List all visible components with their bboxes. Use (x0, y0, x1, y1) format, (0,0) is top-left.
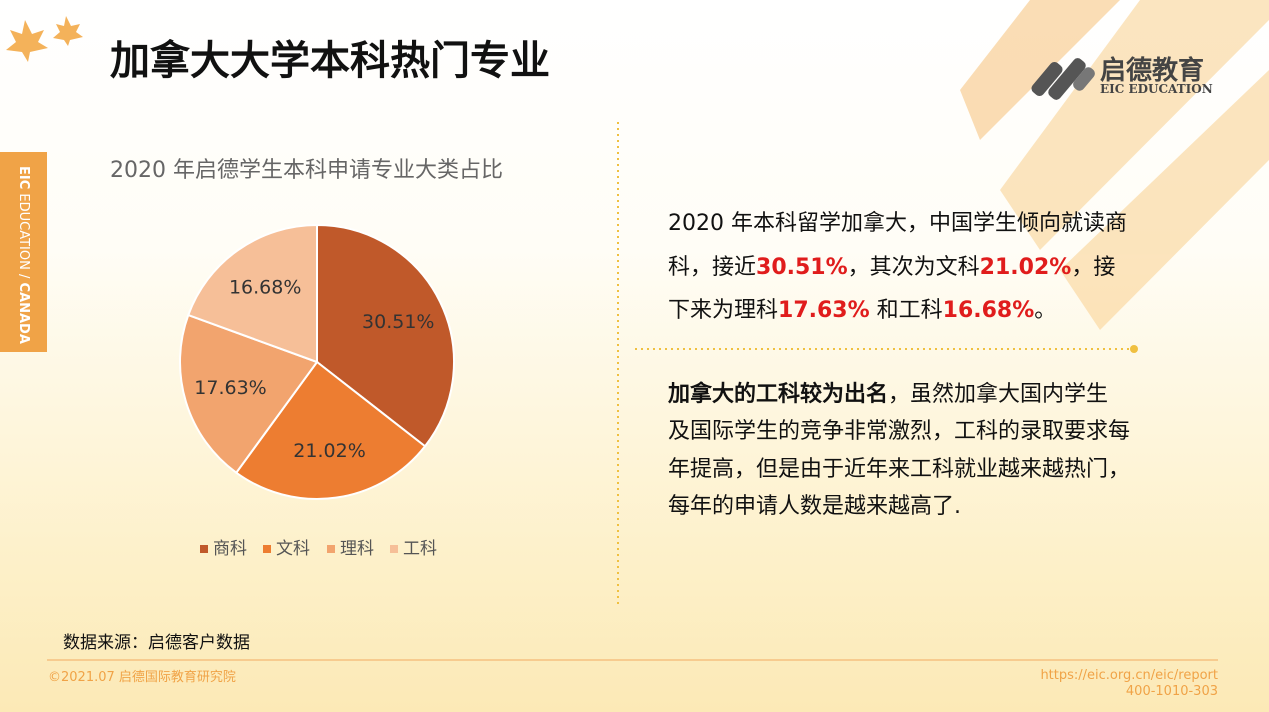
chart: 2020 年启德学生本科申请专业大类占比 30.51% 21.02% 17.63% 1… (110, 158, 503, 559)
pie-slice (316, 223, 455, 448)
legend-label: 工科 (403, 539, 437, 559)
slice-label: 17.63% (194, 377, 266, 399)
pie-slice (187, 223, 318, 364)
legend-label: 文科 (276, 539, 310, 559)
legend-swatch (390, 545, 398, 553)
legend-label: 商科 (213, 539, 247, 559)
copyright: ©2021.07 启德国际教育研究院 (48, 670, 236, 685)
phone: 400-1010-303 (1125, 684, 1218, 699)
logo-mark (1031, 58, 1095, 100)
detail: 加拿大的工科较为出名，虽然加拿大国内学生及国际学生的竞争非常激烈，工科的录取要求… (668, 376, 1130, 526)
legend-swatch (263, 545, 271, 553)
divider-dot (1130, 345, 1138, 353)
side-country: CANADA (16, 282, 31, 344)
pie-slice (234, 360, 427, 500)
summary-value: 30.51% (756, 254, 848, 280)
summary-value: 16.68% (942, 298, 1035, 324)
summary-value: 17.63% (778, 298, 870, 324)
legend-swatch (327, 545, 335, 553)
side-tab-text: EIC EDUCATION / CANADA (16, 166, 31, 344)
source: 数据来源：启德客户数据 (63, 633, 250, 653)
url: https://eic.org.cn/eic/report (1040, 668, 1218, 683)
leaves (6, 16, 83, 62)
slice-label: 30.51% (362, 311, 434, 333)
pie-slice (179, 313, 319, 475)
side-tab: EIC EDUCATION / CANADA (0, 152, 47, 352)
legend-label: 理科 (340, 539, 374, 559)
slice-label: 21.02% (293, 440, 365, 462)
title: 加拿大大学本科热门专业 (110, 38, 550, 84)
side-brand: EIC (16, 166, 31, 190)
logo-name: 启德教育 (1100, 56, 1205, 86)
legend-swatch (200, 545, 208, 553)
summary-text: 。 (1034, 298, 1057, 324)
side-middle: EDUCATION / (16, 193, 31, 279)
summary-value: 21.02% (979, 254, 1072, 280)
summary: 2020 年本科留学加拿大，中国学生倾向就读商科，接近30.51%，其次为文科2… (668, 202, 1130, 333)
slice-label: 16.68% (229, 276, 301, 298)
chart-title: 2020 年启德学生本科申请专业大类占比 (110, 158, 503, 183)
detail-body: ，虽然加拿大国内学生及国际学生的竞争非常激烈，工科的录取要求每年提高，但是由于近… (668, 382, 1131, 520)
summary-text: ，其次为文科 (847, 254, 980, 280)
summary-text: ，接下来为理科 (668, 254, 1116, 324)
detail-lead: 加拿大的工科较为出名 (668, 382, 889, 407)
summary-text: 2020 年本科留学加拿大，中国学生倾向就读商科，接近 (668, 211, 1127, 280)
logo-english: EIC EDUCATION (1100, 82, 1213, 96)
stripes (960, 0, 1269, 330)
summary-text: 和工科 (869, 298, 943, 324)
